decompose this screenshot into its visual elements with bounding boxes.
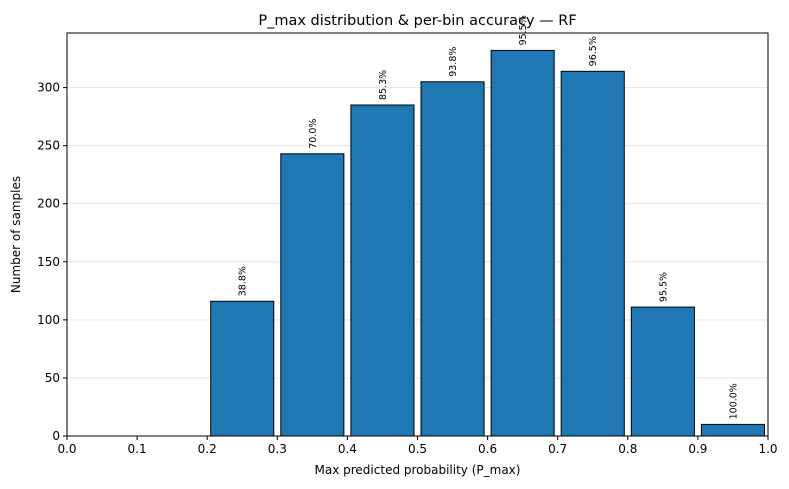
x-tick-label: 1.0 — [758, 442, 777, 456]
bar — [560, 70, 625, 437]
y-axis: 0 50 100 150 200 250 300 — [37, 81, 67, 443]
x-tick-label: 0.0 — [57, 442, 76, 456]
bar — [350, 104, 415, 437]
x-tick-label: 0.7 — [548, 442, 567, 456]
y-axis-label: Number of samples — [9, 176, 23, 293]
x-tick-label: 0.3 — [268, 442, 287, 456]
y-tick-label: 200 — [37, 197, 60, 211]
x-axis: 0.0 0.1 0.2 0.3 0.4 0.5 0.6 0.7 0.8 0.9 1.0 — [57, 436, 778, 456]
y-tick-label: 50 — [45, 371, 60, 385]
chart-title: P_max distribution & per-bin accuracy — … — [258, 13, 576, 29]
bar-accuracy-label: 95.5% — [518, 15, 529, 45]
y-tick-label: 0 — [52, 429, 60, 443]
y-tick-label: 150 — [37, 255, 60, 269]
bar-accuracy-label: 85.3% — [378, 70, 389, 100]
bar — [490, 49, 555, 437]
bar-accuracy-label: 70.0% — [308, 119, 319, 149]
bar-accuracy-label: 100.0% — [728, 383, 739, 419]
y-tick-label: 100 — [37, 313, 60, 327]
x-tick-label: 0.6 — [478, 442, 497, 456]
x-tick-label: 0.5 — [408, 442, 427, 456]
x-tick-label: 0.1 — [128, 442, 147, 456]
bar — [280, 153, 345, 437]
bar — [210, 300, 275, 437]
bar-accuracy-label: 38.8% — [238, 266, 249, 296]
x-tick-label: 0.9 — [688, 442, 707, 456]
bar-accuracy-label: 96.5% — [588, 36, 599, 66]
bar-accuracy-label: 93.8% — [448, 47, 459, 77]
x-axis-label: Max predicted probability (P_max) — [315, 463, 521, 477]
bar — [630, 306, 695, 437]
x-tick-label: 0.2 — [198, 442, 217, 456]
y-tick-label: 250 — [37, 139, 60, 153]
bar — [700, 423, 765, 437]
y-tick-label: 300 — [37, 81, 60, 95]
x-tick-label: 0.8 — [618, 442, 637, 456]
bar — [420, 81, 485, 437]
bars-layer — [210, 49, 765, 437]
bar-labels-layer: 38.8% 70.0% 85.3% 93.8% 95.5% 96.5% 95.5% 100.0… — [238, 15, 740, 419]
x-tick-label: 0.4 — [338, 442, 357, 456]
bar-accuracy-label: 95.5% — [658, 272, 669, 302]
